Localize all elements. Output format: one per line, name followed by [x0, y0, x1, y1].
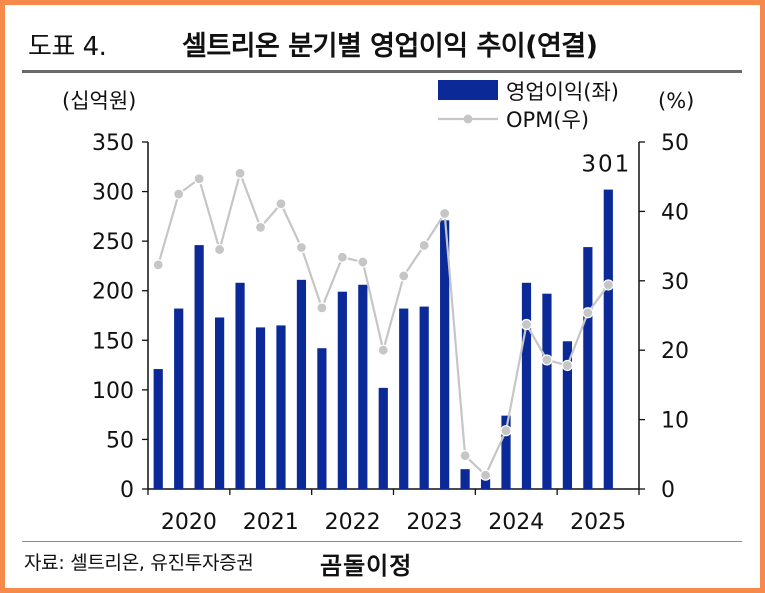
header-rule — [22, 70, 742, 73]
line-series — [152, 167, 614, 481]
bar — [603, 189, 613, 490]
source-note: 자료: 셀트리온, 유진투자증권 — [24, 552, 254, 574]
opm-point — [520, 318, 533, 331]
footer-rule — [22, 541, 742, 542]
opm-point — [439, 207, 451, 220]
opm-point — [316, 302, 328, 314]
opm-point — [254, 221, 267, 233]
bar — [399, 308, 409, 489]
bar — [153, 369, 163, 489]
bar — [521, 282, 532, 489]
opm-point — [582, 307, 594, 319]
left-tick-label: 300 — [92, 181, 134, 206]
left-tick-label: 150 — [92, 329, 134, 354]
legend-line-label: OPM(우) — [506, 108, 589, 132]
right-tick-label: 40 — [661, 200, 689, 225]
bar — [358, 284, 368, 489]
x-tick-label: 2020 — [161, 510, 217, 535]
watermark-stamp: 곰돌이정 — [320, 552, 413, 580]
opm-point — [541, 354, 553, 366]
opm-point — [418, 239, 430, 252]
left-tick-label: 100 — [92, 379, 134, 404]
x-tick-label: 2021 — [243, 510, 299, 535]
opm-point — [357, 256, 369, 268]
bar — [378, 387, 388, 489]
left-tick-label: 200 — [92, 280, 134, 305]
opm-point — [152, 259, 164, 271]
bar — [562, 341, 572, 489]
right-tick-label: 50 — [661, 131, 689, 156]
bar — [440, 220, 450, 489]
bar — [317, 348, 327, 489]
bar — [480, 479, 491, 489]
opm-point — [561, 359, 573, 372]
opm-point — [377, 344, 389, 356]
bar-annotation: 301 — [581, 152, 631, 178]
bar-series — [153, 189, 613, 490]
bar — [337, 291, 347, 489]
figure-header: 도표 4. 셀트리온 분기별 영업이익 추이(연결) — [22, 22, 742, 62]
left-tick-label: 350 — [92, 131, 134, 156]
left-tick-label: 250 — [92, 230, 134, 255]
x-tick-label: 2025 — [570, 510, 626, 535]
chart-labels: 301 — [581, 152, 631, 178]
bar — [419, 306, 429, 489]
bar — [235, 282, 245, 489]
left-axis-unit: (십억원) — [62, 89, 136, 113]
right-tick-label: 0 — [661, 478, 675, 503]
opm-point — [275, 198, 287, 210]
right-tick-label: 20 — [661, 339, 689, 364]
bar — [460, 469, 470, 489]
legend-line-marker — [463, 114, 473, 124]
bar — [542, 293, 552, 489]
legend-bar-label: 영업이익(좌) — [506, 80, 619, 104]
opm-point — [234, 167, 246, 179]
opm-point — [214, 243, 226, 256]
chart-legend: 영업이익(좌) OPM(우) — [438, 80, 619, 132]
figure-title: 셀트리온 분기별 영업이익 추이(연결) — [182, 31, 598, 62]
figure-number: 도표 4. — [28, 32, 107, 62]
opm-point — [295, 241, 308, 254]
opm-point — [459, 450, 471, 462]
bar — [296, 279, 307, 489]
legend-bar-swatch — [438, 80, 498, 100]
left-tick-label: 50 — [106, 428, 134, 453]
opm-point — [336, 251, 348, 263]
opm-point — [479, 469, 492, 481]
bar — [583, 247, 593, 489]
opm-point — [173, 188, 185, 200]
bar — [194, 245, 204, 489]
chart-axes: 0 50 100 150 200 250 300 350 0 10 20 30 40 50 2020 2021… — [62, 89, 694, 535]
bar — [276, 325, 286, 489]
opm-point — [398, 270, 410, 282]
opm-point — [500, 425, 512, 437]
right-tick-label: 30 — [661, 270, 689, 295]
opm-point — [602, 279, 614, 291]
bar — [501, 415, 511, 489]
opm-point — [193, 173, 205, 185]
right-axis-unit: (%) — [658, 89, 694, 113]
x-tick-label: 2023 — [406, 510, 462, 535]
x-tick-label: 2022 — [325, 510, 381, 535]
bar — [174, 308, 184, 489]
bar — [215, 317, 225, 489]
bar — [255, 327, 266, 489]
left-tick-label: 0 — [120, 478, 134, 503]
right-tick-label: 10 — [661, 409, 689, 434]
x-tick-label: 2024 — [488, 510, 544, 535]
